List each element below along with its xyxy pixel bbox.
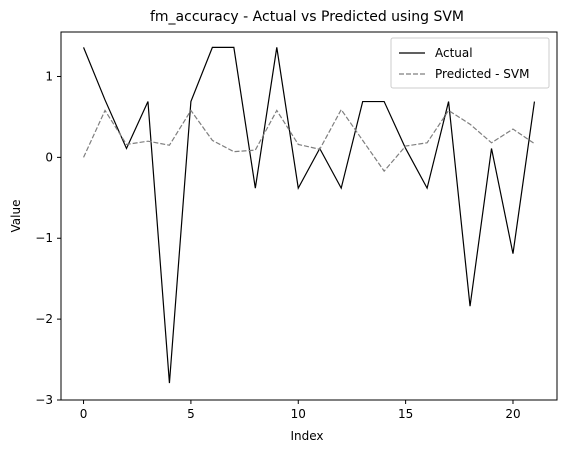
y-tick-label: 0 xyxy=(45,150,53,164)
plot-frame xyxy=(60,31,558,401)
series-line-0 xyxy=(82,46,536,384)
y-tick-label: −1 xyxy=(35,231,53,245)
legend-label-1: Predicted - SVM xyxy=(435,67,529,81)
legend: Actual Predicted - SVM xyxy=(390,37,550,89)
y-tick-label: −3 xyxy=(35,393,53,407)
y-tick-label: −2 xyxy=(35,312,53,326)
x-tick-label: 15 xyxy=(398,407,413,421)
series-layer xyxy=(82,46,536,384)
y-axis: −3 −2 −1 0 1 xyxy=(35,69,61,407)
y-axis-label: Value xyxy=(9,200,23,233)
series-line-1 xyxy=(83,108,535,173)
x-tick-label: 5 xyxy=(187,407,195,421)
y-tick-label: 1 xyxy=(45,69,53,83)
legend-box xyxy=(390,37,550,89)
x-tick-label: 20 xyxy=(505,407,520,421)
x-tick-label: 0 xyxy=(80,407,88,421)
legend-label-0: Actual xyxy=(435,46,473,60)
x-tick-label: 10 xyxy=(291,407,306,421)
chart-title: fm_accuracy - Actual vs Predicted using … xyxy=(150,9,464,25)
x-axis-label: Index xyxy=(290,429,323,443)
x-axis: 0 5 10 15 20 xyxy=(80,400,521,421)
